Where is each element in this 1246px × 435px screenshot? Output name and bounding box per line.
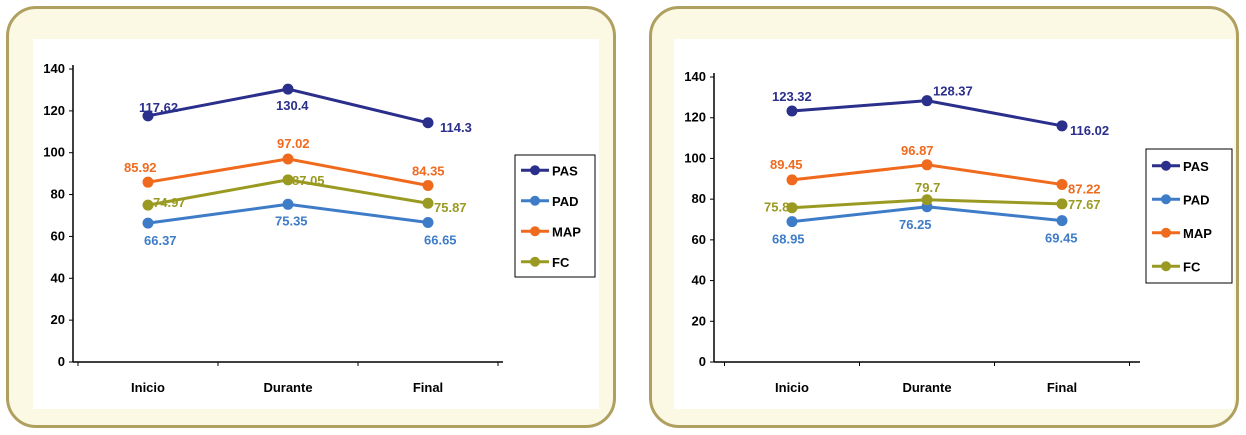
y-tick-label: 140 [684,69,706,84]
data-label-map: 85.92 [124,160,157,175]
data-label-fc: 87.05 [292,173,325,188]
y-tick-label: 140 [43,61,65,76]
legend-label-map: MAP [552,224,581,239]
chart-area-1: 0 20 40 60 80 100 120 140 Inicio Durante Final 117.… [33,39,599,409]
data-point-pas [142,110,154,122]
y-tick-label: 0 [58,354,65,369]
y-tick-label: 60 [692,232,706,247]
y-tick-label: 0 [699,354,706,369]
data-label-map: 87.22 [1068,181,1101,196]
data-point-fc [1056,198,1068,210]
data-point-pas [921,95,933,107]
data-point-fc [282,174,294,186]
data-label-pas: 116.02 [1070,123,1109,138]
data-point-pas [282,83,294,95]
legend-marker-map [530,226,540,237]
legend-box [1145,148,1233,284]
y-tick-label: 40 [692,273,706,288]
data-label-fc: 77.67 [1068,197,1101,212]
y-tick-label: 20 [51,312,65,327]
data-label-fc: 74.97 [153,195,186,210]
data-label-map: 97.02 [277,136,310,151]
data-point-pad [282,198,294,210]
legend-marker-map [1161,227,1171,238]
data-point-map [142,176,154,188]
data-label-pas: 130.4 [276,98,309,113]
legend-label-pas: PAS [552,163,578,178]
y-tick-label: 40 [51,270,65,285]
legend-marker-pas [1161,160,1171,171]
legend-label-fc: FC [1183,259,1201,274]
data-label-map: 84.35 [412,163,445,178]
data-point-pad [422,217,434,229]
data-point-pad [1056,215,1068,227]
y-tick-label: 100 [684,150,706,165]
x-tick-label: Inicio [775,380,809,395]
y-tick-label: 60 [51,228,65,243]
legend-marker-fc [1161,261,1171,272]
data-label-pas: 123.32 [772,89,812,104]
legend-marker-pad [1161,194,1171,205]
x-tick-label: Durante [902,380,951,395]
legend-box [514,154,596,278]
y-tick-label: 80 [51,187,65,202]
legend-label-pad: PAD [552,194,578,209]
data-point-pas [786,105,798,117]
chart-area-2: 0 20 40 60 80 100 120 140 Inicio Durante Final 123.… [674,39,1234,409]
chart-panel-1: 0 20 40 60 80 100 120 140 Inicio Durante Final 117.… [6,6,616,428]
data-label-map: 89.45 [770,157,803,172]
legend-label-map: MAP [1183,226,1212,241]
chart-panel-2: 0 20 40 60 80 100 120 140 Inicio Durante Final 123.… [649,6,1239,428]
data-label-pas: 117.62 [139,100,178,115]
data-point-pas [1056,120,1068,132]
x-tick-label: Inicio [131,380,165,395]
data-label-fc: 79.7 [915,180,940,195]
y-tick-label: 80 [692,191,706,206]
y-tick-label: 120 [684,110,706,125]
legend-marker-fc [530,256,540,267]
legend-label-fc: FC [552,255,570,270]
data-label-pas: 114.3 [440,120,472,135]
data-label-pad: 66.37 [144,233,177,248]
data-point-fc [142,199,154,211]
x-tick-label: Final [1047,380,1077,395]
data-label-pad: 75.35 [275,213,308,228]
data-label-fc: 75.8 [764,200,789,215]
x-tick-label: Final [413,380,443,395]
data-point-map [786,174,798,186]
legend-marker-pad [530,195,540,206]
line-chart-2: 0 20 40 60 80 100 120 140 Inicio Durante Final 123.… [684,69,1233,395]
legend-label-pas: PAS [1183,159,1209,174]
data-point-pad [786,216,798,228]
data-label-pad: 66.65 [424,233,457,248]
legend-marker-pas [530,165,540,176]
y-tick-label: 120 [43,103,65,118]
data-point-pas [422,117,434,129]
data-point-fc [422,197,434,209]
data-label-pas: 128.37 [933,84,973,99]
data-label-pad: 69.45 [1045,231,1078,246]
data-point-fc [921,194,933,206]
data-point-map [422,179,434,191]
data-point-map [1056,178,1068,190]
data-point-pad [142,217,154,229]
legend-label-pad: PAD [1183,192,1209,207]
line-chart-1: 0 20 40 60 80 100 120 140 Inicio Durante Final 117.… [43,61,596,395]
data-label-pad: 76.25 [899,217,932,232]
x-tick-label: Durante [263,380,312,395]
data-point-map [282,153,294,165]
y-tick-label: 20 [692,313,706,328]
data-point-fc [786,202,798,214]
data-label-pad: 68.95 [772,232,805,247]
data-point-map [921,159,933,171]
data-label-map: 96.87 [901,143,934,158]
y-tick-label: 100 [43,145,65,160]
data-label-fc: 75.87 [434,200,467,215]
